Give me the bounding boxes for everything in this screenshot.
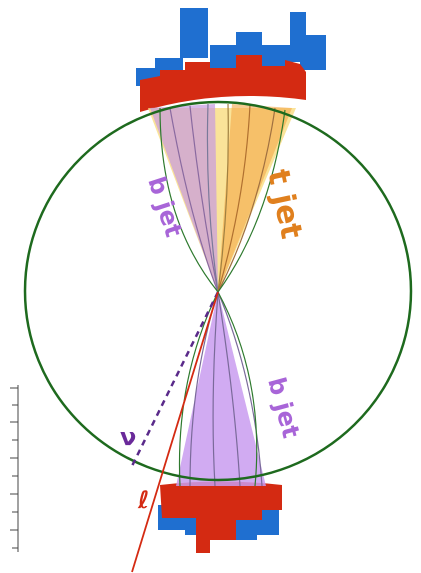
top-calorimeter (136, 8, 326, 112)
bottom-cone (176, 292, 266, 486)
lepton-label: ℓ (137, 486, 149, 514)
event-display: b jet t jet b jet ν ℓ (0, 0, 421, 573)
bottom-calorimeter (158, 482, 282, 554)
t-jet-label: t jet (260, 166, 309, 242)
neutrino-label: ν (120, 423, 136, 451)
scale (10, 385, 18, 552)
b-jet-label: b jet (262, 374, 305, 441)
